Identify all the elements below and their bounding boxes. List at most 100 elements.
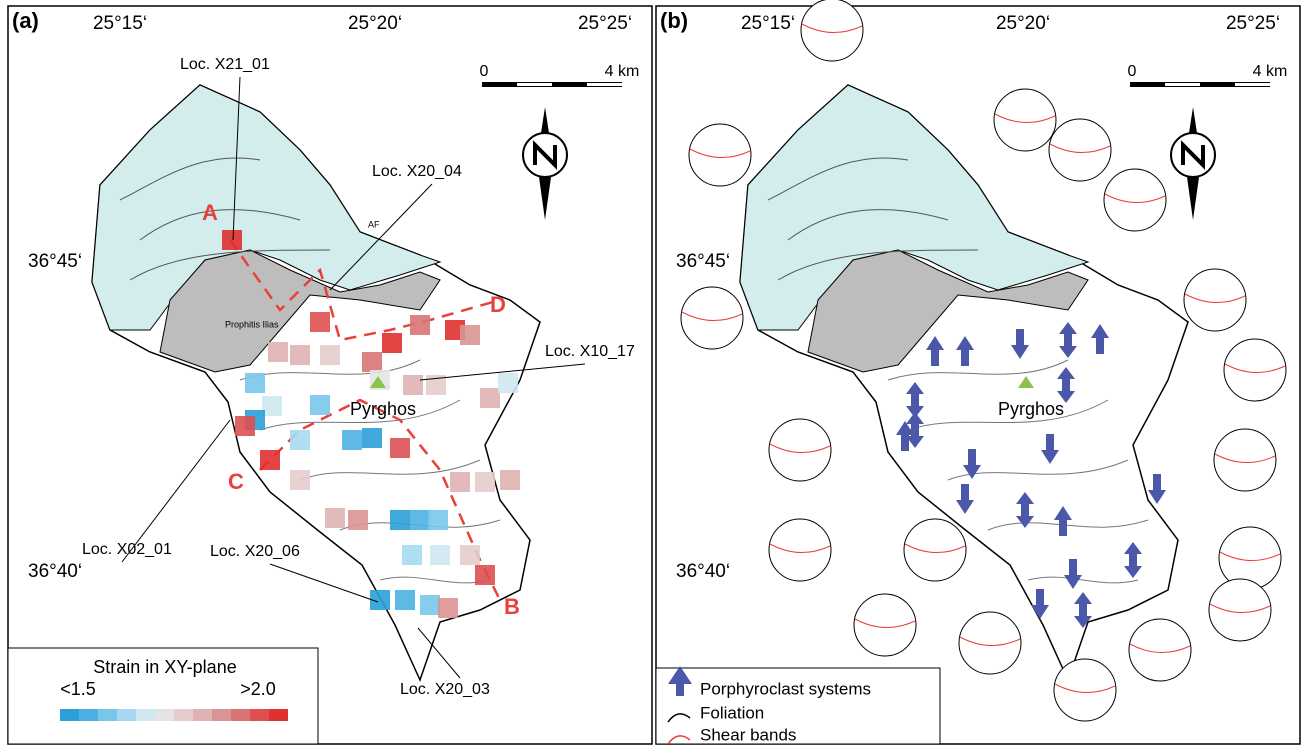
leader-line (417, 627, 461, 679)
scale-zero: 0 (1128, 63, 1137, 80)
strain-cell (410, 315, 430, 335)
shear-band-trace (1129, 643, 1191, 654)
latitude-label: 36°40‘ (28, 561, 82, 582)
strain-cell (290, 430, 310, 450)
shear-band-trace (904, 543, 966, 554)
porphyroclast-arrow (906, 412, 924, 448)
strain-cell (362, 428, 382, 448)
scale-length: 4 km (1253, 63, 1288, 80)
longitude-label: 25°25‘ (1226, 13, 1280, 34)
stereonet (1213, 428, 1277, 492)
strain-cell (290, 470, 310, 490)
legend-box (7, 647, 319, 745)
strain-cell (260, 450, 280, 470)
shear-band-trace (854, 618, 916, 629)
strain-cell (235, 416, 255, 436)
porphyroclast-arrow (1011, 329, 1029, 359)
longitude-label: 25°15‘ (741, 13, 795, 34)
legend-entry: Porphyroclast systems (700, 679, 871, 698)
shear-band-trace (1214, 453, 1276, 464)
strain-cell (310, 395, 330, 415)
porphyroclast-arrow (926, 336, 944, 366)
strain-cell (290, 345, 310, 365)
porphyroclast-arrow (896, 421, 914, 451)
shear-band-trace (769, 443, 831, 454)
leader-line (329, 183, 433, 291)
porphyroclast-arrow (1059, 322, 1077, 358)
latitude-label: 36°45‘ (676, 251, 730, 272)
fault-label: AF (368, 219, 380, 229)
strain-cell (475, 472, 495, 492)
shear-band-trace (1104, 193, 1166, 204)
porphyroclast-arrow (1041, 434, 1059, 464)
profile-end: C (228, 469, 244, 494)
shear-band-trace (959, 636, 1021, 647)
scale-bar (517, 83, 552, 86)
stereonet (768, 518, 832, 582)
strain-cell (403, 375, 423, 395)
strain-cell (325, 508, 345, 528)
summit-marker (1018, 376, 1034, 388)
strain-cell (390, 510, 410, 530)
locality-label: Loc. X02_01 (82, 541, 172, 558)
legend-swatch (155, 709, 174, 721)
leader-line (121, 419, 231, 563)
stereonet (1208, 578, 1272, 642)
legend-swatch (136, 709, 155, 721)
porphyroclast-arrow (1031, 589, 1049, 619)
legend-entry: Shear bands (700, 725, 796, 744)
panel-label: (a) (12, 8, 39, 33)
locality-label: Loc. X20_06 (210, 543, 300, 560)
stereonet (768, 418, 832, 482)
strain-cell (402, 545, 422, 565)
leader-line (419, 363, 586, 381)
strain-cell (426, 375, 446, 395)
strain-cell (268, 342, 288, 362)
legend-box (655, 667, 941, 745)
town-label: Pyrghos (350, 399, 416, 419)
porphyroclast-arrow (956, 484, 974, 514)
legend-swatch (212, 709, 231, 721)
strain-cell (498, 373, 518, 393)
legend-title: Strain in XY-plane (93, 657, 236, 677)
scale-bar (1235, 83, 1270, 86)
strain-cell (222, 230, 242, 250)
stereonet (1103, 168, 1167, 232)
legend-shear (667, 735, 691, 745)
longitude-label: 25°20‘ (996, 13, 1050, 34)
legend-low: <1.5 (60, 679, 96, 699)
stereonet (1223, 338, 1287, 402)
strain-cell (475, 565, 495, 585)
strain-cell (262, 396, 282, 416)
strain-cell (395, 590, 415, 610)
legend-swatch (117, 709, 136, 721)
shear-band-trace (1049, 143, 1111, 154)
shear-band-trace (1224, 363, 1286, 374)
shear-band-trace (1219, 551, 1281, 562)
profile-end: D (490, 292, 506, 317)
porphyroclast-arrow (1016, 492, 1034, 528)
shear-band-trace (769, 543, 831, 554)
strain-cell (342, 430, 362, 450)
shear-band-trace (681, 311, 743, 322)
strain-cell (428, 510, 448, 530)
porphyroclast-arrow (1064, 559, 1082, 589)
strain-cell (460, 545, 480, 565)
locality-label: Loc. X21_01 (180, 56, 270, 73)
shear-band-trace (689, 148, 751, 159)
legend-entry: Foliation (700, 703, 764, 722)
porphyroclast-arrow (963, 449, 981, 479)
strain-cell (348, 510, 368, 530)
strain-cell (370, 590, 390, 610)
porphyroclast-arrow (1074, 592, 1092, 628)
strain-cell (320, 345, 340, 365)
legend-swatch (231, 709, 250, 721)
stereonet (800, 0, 864, 62)
stereonet (680, 286, 744, 350)
legend-swatch (269, 709, 288, 721)
legend-arrow (668, 666, 692, 696)
locality-label: Loc. X10_17 (545, 343, 635, 360)
stereonet (1048, 118, 1112, 182)
stereonet (958, 611, 1022, 675)
legend-foliation (667, 713, 691, 723)
